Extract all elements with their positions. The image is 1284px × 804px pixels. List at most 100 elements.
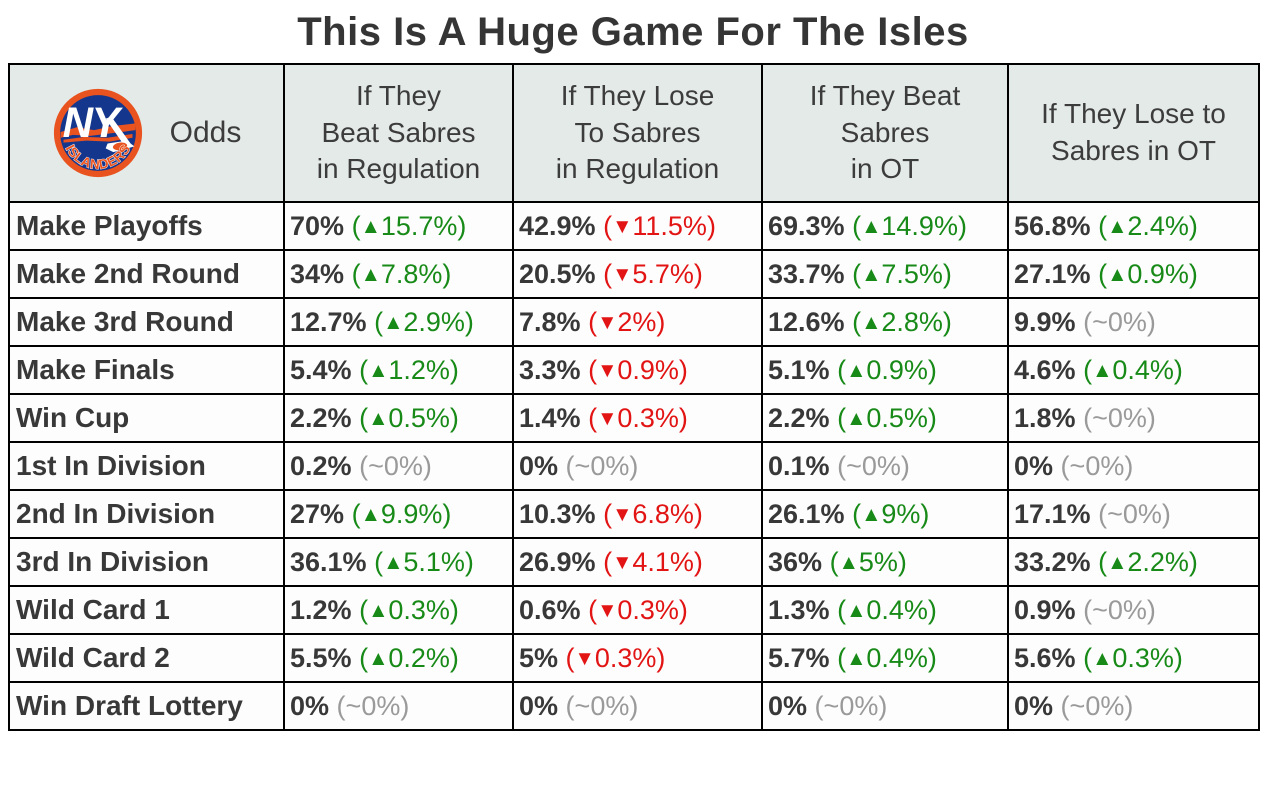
header-row: N Y ISLANDERS Odds If They B — [8, 63, 1260, 203]
svg-text:Y: Y — [91, 99, 123, 146]
up-arrow-icon: ▲ — [383, 550, 404, 574]
down-arrow-icon: ▼ — [597, 598, 618, 622]
odds-change: (▲9.9%) — [351, 498, 452, 529]
odds-cell: 0.1% (~0%) — [761, 441, 1009, 491]
odds-value: 69.3% — [768, 210, 845, 241]
odds-value: 36% — [768, 546, 823, 577]
odds-value: 0% — [290, 690, 330, 721]
up-arrow-icon: ▲ — [1092, 646, 1113, 670]
up-arrow-icon: ▲ — [1107, 214, 1128, 238]
row-label: Wild Card 1 — [8, 585, 285, 635]
odds-cell: 36% (▲5%) — [761, 537, 1009, 587]
odds-value: 5% — [519, 642, 559, 673]
odds-change: (▲2.4%) — [1098, 210, 1198, 241]
odds-value: 7.8% — [519, 306, 581, 337]
odds-value: 2.2% — [290, 402, 352, 433]
up-arrow-icon: ▲ — [368, 598, 389, 622]
odds-corner-label: Odds — [169, 116, 242, 150]
up-arrow-icon: ▲ — [1107, 262, 1128, 286]
odds-value: 3.3% — [519, 354, 581, 385]
odds-value: 36.1% — [290, 546, 367, 577]
column-header: If They Beat Sabres in OT — [761, 63, 1009, 203]
odds-cell: 26.9% (▼4.1%) — [512, 537, 763, 587]
corner-cell: N Y ISLANDERS Odds — [8, 63, 285, 203]
odds-table: N Y ISLANDERS Odds If They B — [8, 63, 1260, 731]
odds-value: 0.9% — [1014, 594, 1076, 625]
odds-change: (▲0.5%) — [837, 402, 937, 433]
odds-change: (▲0.4%) — [837, 594, 937, 625]
odds-change: (~0%) — [1060, 450, 1134, 481]
odds-change: (▼11.5%) — [603, 210, 716, 241]
odds-cell: 1.2% (▲0.3%) — [283, 585, 514, 635]
odds-cell: 12.7% (▲2.9%) — [283, 297, 514, 347]
up-arrow-icon: ▲ — [368, 358, 389, 382]
row-label: 1st In Division — [8, 441, 285, 491]
row-label: Win Cup — [8, 393, 285, 443]
odds-value: 0.6% — [519, 594, 581, 625]
odds-change: (▲0.9%) — [1098, 258, 1198, 289]
odds-change: (~0%) — [565, 450, 639, 481]
odds-cell: 17.1% (~0%) — [1007, 489, 1260, 539]
table-row: Win Draft Lottery 0% (~0%) 0% (~0%) 0% (~0%… — [8, 681, 1260, 731]
odds-cell: 0% (~0%) — [512, 441, 763, 491]
odds-change: (▲0.3%) — [1083, 642, 1183, 673]
table-row: Win Cup 2.2% (▲0.5%) 1.4% (▼0.3%) 2.2% (▲0.… — [8, 393, 1260, 443]
odds-cell: 0% (~0%) — [1007, 681, 1260, 731]
odds-change: (▼0.3%) — [565, 642, 666, 673]
row-label: Win Draft Lottery — [8, 681, 285, 731]
odds-change: (~0%) — [837, 450, 910, 481]
up-arrow-icon: ▲ — [1107, 550, 1128, 574]
odds-change: (~0%) — [1098, 498, 1171, 529]
up-arrow-icon: ▲ — [360, 214, 381, 238]
odds-value: 9.9% — [1014, 306, 1076, 337]
odds-value: 0% — [768, 690, 808, 721]
row-label: Make 3rd Round — [8, 297, 285, 347]
up-arrow-icon: ▲ — [1092, 358, 1113, 382]
odds-value: 27.1% — [1014, 258, 1091, 289]
odds-change: (▲0.5%) — [359, 402, 459, 433]
odds-value: 0.1% — [768, 450, 830, 481]
odds-cell: 33.7% (▲7.5%) — [761, 249, 1009, 299]
odds-change: (~0%) — [565, 690, 639, 721]
row-label: Make Playoffs — [8, 201, 285, 251]
table-row: Wild Card 1 1.2% (▲0.3%) 0.6% (▼0.3%) 1.3% … — [8, 585, 1260, 635]
odds-change: (▲0.2%) — [359, 642, 459, 673]
odds-cell: 0.6% (▼0.3%) — [512, 585, 763, 635]
up-arrow-icon: ▲ — [846, 646, 867, 670]
odds-cell: 36.1% (▲5.1%) — [283, 537, 514, 587]
odds-value: 17.1% — [1014, 498, 1091, 529]
odds-value: 26.1% — [768, 498, 845, 529]
odds-cell: 1.4% (▼0.3%) — [512, 393, 763, 443]
odds-value: 0% — [519, 450, 559, 481]
page-title: This Is A Huge Game For The Isles — [297, 10, 969, 54]
table-row: 2nd In Division 27% (▲9.9%) 10.3% (▼6.8%) 2… — [8, 489, 1260, 539]
odds-change: (▲2.2%) — [1098, 546, 1198, 577]
up-arrow-icon: ▲ — [846, 598, 867, 622]
up-arrow-icon: ▲ — [861, 310, 882, 334]
row-label: 2nd In Division — [8, 489, 285, 539]
odds-change: (▲9%) — [852, 498, 930, 529]
odds-change: (▲15.7%) — [351, 210, 467, 241]
odds-value: 42.9% — [519, 210, 596, 241]
up-arrow-icon: ▲ — [861, 262, 882, 286]
odds-cell: 1.3% (▲0.4%) — [761, 585, 1009, 635]
odds-cell: 27.1% (▲0.9%) — [1007, 249, 1260, 299]
odds-change: (~0%) — [336, 690, 410, 721]
odds-change: (▲5.1%) — [374, 546, 474, 577]
table-row: Make 2nd Round 34% (▲7.8%) 20.5% (▼5.7%) 33… — [8, 249, 1260, 299]
odds-change: (~0%) — [1083, 402, 1156, 433]
odds-value: 0% — [519, 690, 559, 721]
odds-value: 4.6% — [1014, 354, 1076, 385]
odds-change: (▼6.8%) — [603, 498, 703, 529]
table-row: Make Playoffs 70% (▲15.7%) 42.9% (▼11.5%) 6… — [8, 201, 1260, 251]
odds-change: (▲0.3%) — [359, 594, 459, 625]
odds-value: 12.7% — [290, 306, 367, 337]
odds-value: 1.8% — [1014, 402, 1076, 433]
odds-cell: 1.8% (~0%) — [1007, 393, 1260, 443]
odds-value: 26.9% — [519, 546, 596, 577]
odds-change: (▲5%) — [829, 546, 907, 577]
table-row: 1st In Division 0.2% (~0%) 0% (~0%) 0.1% (~… — [8, 441, 1260, 491]
odds-value: 5.7% — [768, 642, 830, 673]
odds-cell: 69.3% (▲14.9%) — [761, 201, 1009, 251]
odds-value: 0% — [1014, 450, 1054, 481]
